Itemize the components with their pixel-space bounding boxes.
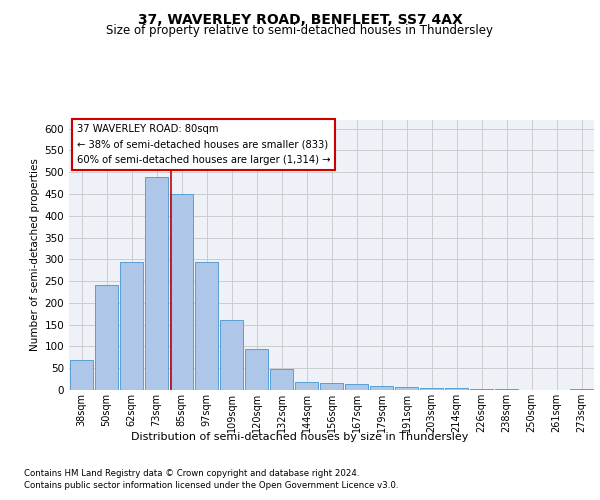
Bar [295,382,318,390]
Bar [570,388,593,390]
Bar [495,389,518,390]
Bar [120,262,143,390]
Text: Contains public sector information licensed under the Open Government Licence v3: Contains public sector information licen… [24,481,398,490]
Bar [445,388,468,390]
Bar [195,262,218,390]
Bar [420,388,443,390]
Bar [145,176,168,390]
Bar [70,360,93,390]
Bar [370,386,393,390]
Bar [95,286,118,390]
Text: 37, WAVERLEY ROAD, BENFLEET, SS7 4AX: 37, WAVERLEY ROAD, BENFLEET, SS7 4AX [137,12,463,26]
Bar [170,194,193,390]
Text: Size of property relative to semi-detached houses in Thundersley: Size of property relative to semi-detach… [107,24,493,37]
Bar [395,388,418,390]
Text: Contains HM Land Registry data © Crown copyright and database right 2024.: Contains HM Land Registry data © Crown c… [24,469,359,478]
Bar [220,320,243,390]
Bar [320,384,343,390]
Bar [270,368,293,390]
Bar [345,384,368,390]
Bar [245,348,268,390]
Text: 37 WAVERLEY ROAD: 80sqm
← 38% of semi-detached houses are smaller (833)
60% of s: 37 WAVERLEY ROAD: 80sqm ← 38% of semi-de… [77,124,331,165]
Text: Distribution of semi-detached houses by size in Thundersley: Distribution of semi-detached houses by … [131,432,469,442]
Y-axis label: Number of semi-detached properties: Number of semi-detached properties [30,158,40,352]
Bar [470,388,493,390]
